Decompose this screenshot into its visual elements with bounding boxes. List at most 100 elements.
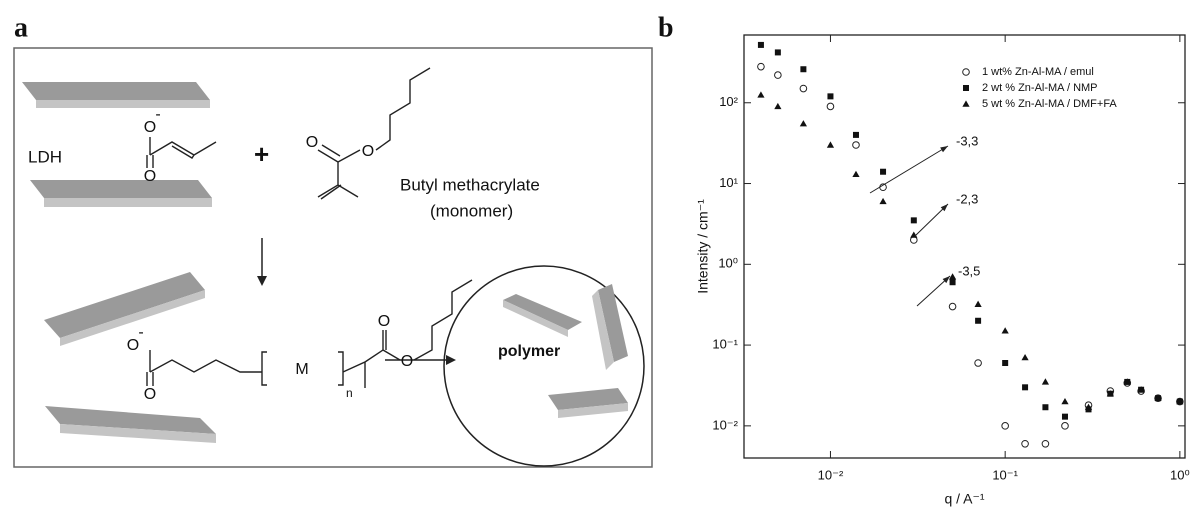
atom: O: [401, 353, 413, 370]
data-point: [974, 300, 982, 307]
data-point: [774, 49, 781, 56]
y-axis-label: Intensity / cm⁻¹: [695, 199, 711, 294]
ldh-layer: [60, 290, 205, 346]
annotation: -3,5: [958, 263, 980, 278]
ldh-layer: [44, 272, 205, 338]
data-point: [1061, 397, 1069, 405]
data-point: [800, 66, 807, 73]
data-point: [1154, 394, 1162, 401]
plot-frame: [743, 34, 1186, 459]
data-point: [799, 120, 807, 127]
data-point: [852, 131, 859, 138]
scheme: O - O LDH + O O Butyl methacrylate (mono…: [13, 47, 653, 468]
annotation-arrow: [869, 145, 949, 194]
data-point: [948, 273, 957, 280]
x-tick-label: 10⁻¹: [992, 467, 1018, 482]
label: polymer: [498, 343, 560, 360]
label: Butyl methacrylate: [400, 175, 540, 194]
chart: 10⁻² 10⁻¹ 10⁰ 10⁻² 10⁻¹ 10⁰ 10¹ 10² q / A⁻¹ Inten…: [695, 34, 1190, 507]
y-tick-label: 10⁰: [718, 256, 738, 271]
label: LDH: [28, 147, 62, 166]
annotation: -2,3: [956, 191, 978, 206]
data-point: [880, 168, 887, 175]
subscript: n: [346, 386, 353, 400]
ldh-layer: [30, 180, 212, 198]
atom: O: [144, 119, 156, 136]
ldh-layer: [548, 388, 628, 410]
data-point: [1042, 404, 1049, 411]
y-tick-label: 10⁻²: [712, 417, 738, 432]
data-point: [1106, 390, 1114, 397]
monomer-unit: M: [295, 361, 308, 378]
data-point: [852, 141, 860, 149]
data-point: [975, 317, 982, 324]
legend-label: 2 wt % Zn-Al-MA / NMP: [982, 82, 1098, 94]
ldh-layer: [503, 300, 568, 337]
arrowhead: [257, 276, 267, 286]
atom: O: [127, 337, 139, 354]
data-point: [1021, 439, 1029, 448]
data-point: [1061, 422, 1069, 430]
data-point: [799, 84, 808, 93]
data-point: [879, 197, 887, 205]
atom: O: [378, 313, 390, 330]
data-point: [1061, 413, 1068, 420]
ldh-layer: [558, 403, 628, 418]
legend-label: 5 wt % Zn-Al-MA / DMF+FA: [982, 98, 1117, 110]
data-point: [948, 302, 957, 311]
frame: [13, 47, 653, 468]
y-tick-label: 10⁻¹: [712, 337, 738, 352]
data-point: [826, 102, 835, 111]
y-tick-label: 10¹: [719, 175, 738, 190]
bond: [146, 279, 473, 388]
data-point: [1084, 403, 1093, 410]
legend-marker: [962, 68, 970, 76]
x-tick-label: 10⁻²: [818, 467, 844, 482]
ldh-layer: [598, 284, 628, 362]
arrowhead: [940, 146, 948, 153]
legend-label: 1 wt% Zn-Al-MA / emul: [982, 66, 1094, 78]
data-point: [1041, 439, 1050, 448]
annotation-arrow: [914, 203, 949, 237]
data-point: [910, 231, 918, 238]
data-point: [974, 359, 982, 367]
data-point: [774, 102, 782, 110]
ldh-layer: [503, 294, 582, 330]
ldh-layer: [22, 82, 210, 100]
ldh-layer: [44, 198, 212, 207]
data-point: [949, 279, 956, 286]
data-point: [852, 170, 860, 178]
data-point: [1001, 422, 1009, 430]
data-point: [1021, 353, 1029, 361]
data-point: [1002, 360, 1009, 367]
data-point: [1123, 378, 1131, 385]
legend-marker: [962, 100, 970, 107]
data-point: [1176, 397, 1184, 405]
plus: +: [254, 139, 269, 169]
atom: O: [144, 168, 156, 185]
data-point: [757, 41, 764, 48]
ldh-layer: [592, 290, 614, 370]
charge: -: [138, 324, 143, 341]
arrowhead: [942, 276, 950, 284]
panel-label: b: [658, 12, 674, 43]
annotation: -3,3: [956, 133, 978, 148]
data-point: [826, 141, 835, 148]
data-point: [757, 91, 765, 98]
atom: O: [144, 386, 156, 403]
charge: -: [155, 106, 160, 123]
atom: O: [362, 143, 374, 160]
arrowhead: [940, 204, 948, 212]
data-point: [1001, 327, 1009, 334]
label: (monomer): [430, 201, 513, 220]
ldh-layer: [45, 406, 216, 434]
ldh-layer: [60, 424, 216, 443]
polymer-circle: [443, 265, 645, 467]
atom: O: [306, 134, 318, 151]
data-point: [774, 71, 782, 79]
data-point: [827, 93, 834, 100]
x-axis-label: q / A⁻¹: [944, 491, 984, 507]
ldh-layer: [36, 100, 210, 108]
y-tick-label: 10²: [719, 94, 738, 109]
